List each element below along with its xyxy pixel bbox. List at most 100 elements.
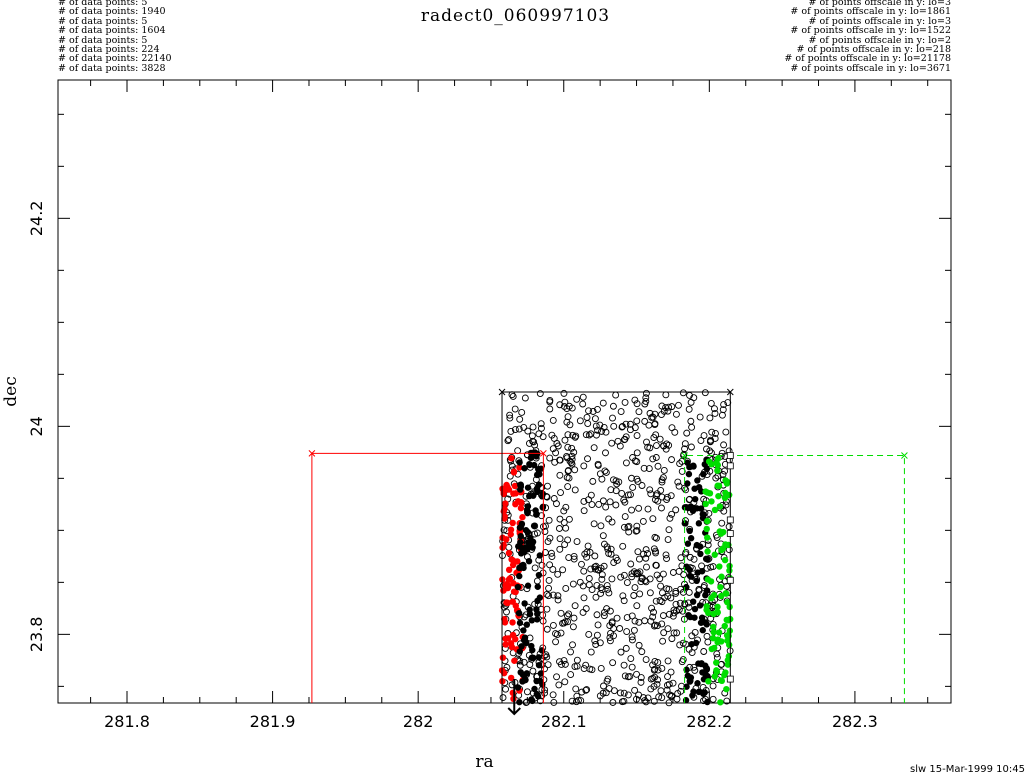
open-point xyxy=(633,475,641,483)
filled-point xyxy=(691,485,698,492)
header-line: # of points offscale in y: lo=1522 xyxy=(790,25,951,37)
open-point xyxy=(610,476,617,484)
filled-point xyxy=(537,465,545,472)
open-point xyxy=(514,447,522,455)
filled-point xyxy=(697,505,705,512)
open-point xyxy=(624,673,632,681)
open-point xyxy=(585,407,593,415)
open-point xyxy=(569,623,577,631)
open-point xyxy=(554,592,562,600)
open-point xyxy=(637,674,645,682)
open-point xyxy=(529,423,537,431)
filled-point xyxy=(501,505,508,513)
open-point xyxy=(723,582,731,590)
open-point xyxy=(612,391,620,399)
open-point xyxy=(680,452,687,459)
open-point xyxy=(606,498,614,506)
open-point xyxy=(651,621,659,629)
filled-point xyxy=(684,672,691,679)
open-point xyxy=(720,401,728,408)
open-point xyxy=(631,424,639,432)
open-point xyxy=(691,629,699,636)
filled-point xyxy=(713,667,720,674)
open-point xyxy=(531,564,539,572)
open-point xyxy=(603,677,611,685)
open-point xyxy=(627,491,634,499)
filled-point xyxy=(530,492,537,499)
open-point xyxy=(544,538,552,545)
open-point xyxy=(533,529,541,537)
open-point xyxy=(583,548,591,556)
filled-point xyxy=(518,643,525,650)
open-point xyxy=(591,552,599,560)
filled-point xyxy=(529,697,536,705)
filled-point xyxy=(700,511,708,518)
open-point xyxy=(669,612,677,620)
filled-point xyxy=(686,527,693,535)
filled-point xyxy=(536,594,544,601)
filled-point xyxy=(715,492,722,500)
filled-point xyxy=(531,449,539,456)
filled-point xyxy=(710,610,717,618)
open-point xyxy=(664,625,672,633)
filled-point xyxy=(528,617,536,624)
open-point xyxy=(552,630,559,637)
open-point xyxy=(549,445,557,453)
open-point xyxy=(602,428,610,436)
open-point xyxy=(658,478,666,486)
open-point xyxy=(664,536,672,543)
open-point xyxy=(672,506,680,514)
open-point xyxy=(602,689,610,697)
open-point xyxy=(642,389,650,397)
open-point xyxy=(543,605,551,613)
open-point xyxy=(633,570,641,578)
open-point xyxy=(662,551,670,559)
open-point xyxy=(704,541,712,549)
open-point xyxy=(612,487,620,495)
open-point xyxy=(669,679,677,687)
open-point xyxy=(565,515,573,523)
open-point xyxy=(589,477,597,485)
open-point xyxy=(523,688,531,696)
open-point xyxy=(598,571,606,579)
open-point xyxy=(681,440,689,448)
open-point xyxy=(628,506,636,514)
filled-point xyxy=(529,538,537,546)
filled-point xyxy=(516,619,524,627)
filled-point xyxy=(694,477,701,484)
open-point xyxy=(560,507,568,515)
y-axis-label: dec xyxy=(1,376,21,406)
filled-point xyxy=(509,519,516,527)
open-point xyxy=(566,421,574,429)
open-point xyxy=(568,444,576,452)
open-point xyxy=(613,480,621,488)
filled-point xyxy=(703,666,711,673)
filled-point xyxy=(685,470,693,478)
header-line: # of data points: 1940 xyxy=(58,6,166,18)
open-point xyxy=(538,561,546,569)
open-point xyxy=(663,585,671,593)
filled-point xyxy=(704,534,711,541)
open-point xyxy=(642,554,650,562)
open-point xyxy=(562,524,570,532)
open-point xyxy=(593,631,601,639)
filled-point xyxy=(704,548,711,555)
open-point xyxy=(632,527,640,535)
filled-point xyxy=(692,639,700,647)
open-point xyxy=(582,661,590,669)
open-point xyxy=(636,590,644,598)
open-point xyxy=(700,432,708,439)
header-line: # of points offscale in y: lo=3671 xyxy=(790,62,951,74)
open-point xyxy=(605,685,613,693)
open-point xyxy=(706,438,714,446)
open-point xyxy=(654,676,662,684)
filled-point xyxy=(696,602,704,609)
open-point xyxy=(559,619,566,627)
open-point xyxy=(691,666,699,674)
footer-stamp: slw 15-Mar-1999 10:45 xyxy=(910,764,1025,775)
filled-point xyxy=(514,558,521,565)
open-point xyxy=(660,467,668,474)
open-point xyxy=(634,548,642,556)
filled-point xyxy=(681,520,688,527)
filled-point xyxy=(684,540,692,547)
